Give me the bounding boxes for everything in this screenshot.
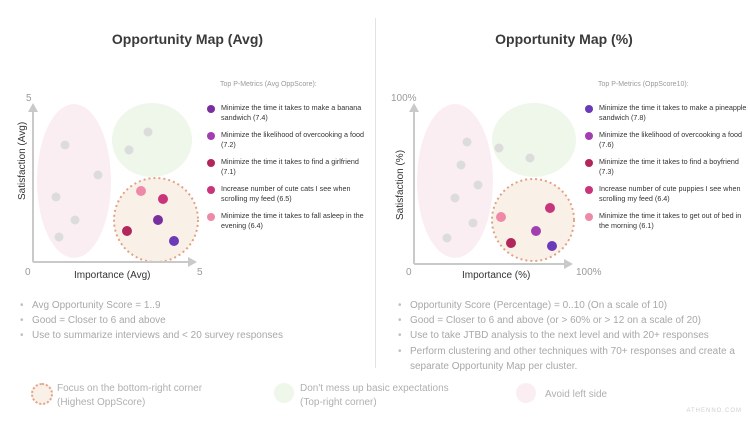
metric-item: Minimize the time it takes to find a gir… xyxy=(207,157,371,177)
metric-point xyxy=(496,212,506,222)
metric-point xyxy=(545,203,555,213)
metric-dot xyxy=(585,105,593,113)
metric-text: Minimize the time it takes to get out of… xyxy=(599,211,742,230)
metric-point xyxy=(531,226,541,236)
metric-point xyxy=(169,236,179,246)
metric-dot xyxy=(207,132,215,140)
metric-item: Minimize the likelihood of overcooking a… xyxy=(585,130,749,150)
grey-point xyxy=(124,145,134,155)
note-item: Avg Opportunity Score = 1..9 xyxy=(18,298,358,313)
y-max-label: 5 xyxy=(26,93,32,104)
y-axis-label: Satisfaction (Avg) xyxy=(17,122,28,200)
metrics-caption: Top P-Metrics (Avg OppScore): xyxy=(220,81,317,88)
metric-point xyxy=(158,194,168,204)
metric-dot xyxy=(585,186,593,194)
avoid-zone xyxy=(417,104,493,258)
metric-point xyxy=(153,215,163,225)
y-max-label: 100% xyxy=(391,93,417,104)
x-axis-arrow xyxy=(564,259,573,269)
opportunity-map-percent-plot: 100% 0 100% Importance (%) Satisfaction … xyxy=(391,93,602,281)
y-axis-arrow xyxy=(28,103,38,112)
focus-zone-swatch xyxy=(31,383,53,405)
x-axis-arrow xyxy=(188,257,197,267)
avoid-key-text: Avoid left side xyxy=(545,389,608,400)
origin-label: 0 xyxy=(406,267,412,278)
opportunity-map-percent-panel: Opportunity Map (%) 100% 0 100% Importan… xyxy=(378,0,750,380)
metric-point xyxy=(136,186,146,196)
metric-text: Minimize the time it takes to make a pin… xyxy=(599,103,747,122)
origin-label: 0 xyxy=(25,267,31,278)
expectations-key-text: Don't mess up basic expectations (Top-ri… xyxy=(300,383,449,408)
notes-list: Avg Opportunity Score = 1..9 Good = Clos… xyxy=(18,298,358,344)
note-item: Perform clustering and other techniques … xyxy=(396,344,741,374)
grey-point xyxy=(468,218,478,228)
avoid-zone xyxy=(37,104,111,258)
metric-text: Minimize the likelihood of overcooking a… xyxy=(599,130,743,149)
metric-item: Minimize the time it takes to make a ban… xyxy=(207,103,371,123)
metric-text: Minimize the time it takes to make a ban… xyxy=(221,103,362,122)
metric-dot xyxy=(585,159,593,167)
grey-point xyxy=(143,127,153,137)
x-axis-label: Importance (Avg) xyxy=(74,270,151,281)
metric-item: Minimize the likelihood of overcooking a… xyxy=(207,130,371,150)
grey-point xyxy=(93,170,103,180)
metric-item: Minimize the time it takes to get out of… xyxy=(585,211,749,231)
avoid-zone-swatch xyxy=(516,383,536,403)
grey-point xyxy=(462,137,472,147)
expectations-zone xyxy=(112,103,192,177)
metric-dot xyxy=(585,213,593,221)
opportunity-map-avg-plot: 5 0 5 Importance (Avg) Satisfaction (Avg… xyxy=(17,93,203,281)
opportunity-map-avg-panel: Opportunity Map (Avg) 5 0 5 Importance (… xyxy=(0,0,375,380)
metric-dot xyxy=(207,186,215,194)
grey-point xyxy=(525,153,535,163)
metric-item: Minimize the time it takes to make a pin… xyxy=(585,103,749,123)
metric-item: Increase number of cute puppies I see wh… xyxy=(585,184,749,204)
panel-divider xyxy=(375,18,376,368)
grey-point xyxy=(456,160,466,170)
note-item: Good = Closer to 6 and above xyxy=(18,313,358,328)
metric-text: Minimize the likelihood of overcooking a… xyxy=(221,130,365,149)
y-axis-label: Satisfaction (%) xyxy=(395,150,406,220)
metric-text: Increase number of cute cats I see when … xyxy=(221,184,351,203)
note-item: Use to summarize interviews and < 20 sur… xyxy=(18,328,358,343)
metric-item: Minimize the time it takes to find a boy… xyxy=(585,157,749,177)
grey-point xyxy=(450,193,460,203)
metric-text: Increase number of cute puppies I see wh… xyxy=(599,184,741,203)
metric-item: Minimize the time it takes to fall aslee… xyxy=(207,211,371,231)
metric-point xyxy=(547,241,557,251)
grey-point xyxy=(473,180,483,190)
watermark: ATHENNO.COM xyxy=(686,408,742,414)
panel-title: Opportunity Map (%) xyxy=(495,31,633,47)
grey-point xyxy=(60,140,70,150)
x-max-label: 100% xyxy=(576,267,602,278)
metric-text: Minimize the time it takes to find a gir… xyxy=(221,157,359,176)
metric-text: Minimize the time it takes to fall aslee… xyxy=(221,211,364,230)
metric-dot xyxy=(207,159,215,167)
grey-point xyxy=(442,233,452,243)
y-axis-arrow xyxy=(409,103,419,112)
focus-key-text: Focus on the bottom-right corner (Highes… xyxy=(57,383,203,408)
grey-point xyxy=(51,192,61,202)
x-axis-label: Importance (%) xyxy=(462,270,530,281)
note-item: Use to take JTBD analysis to the next le… xyxy=(396,328,741,343)
metrics-caption: Top P-Metrics (OppScore10): xyxy=(598,81,689,88)
grey-point xyxy=(54,232,64,242)
metric-dot xyxy=(207,105,215,113)
notes-list: Opportunity Score (Percentage) = 0..10 (… xyxy=(396,298,741,374)
panel-title: Opportunity Map (Avg) xyxy=(111,31,264,47)
metric-dot xyxy=(207,213,215,221)
metric-item: Increase number of cute cats I see when … xyxy=(207,184,371,204)
x-max-label: 5 xyxy=(197,267,203,278)
metric-point xyxy=(122,226,132,236)
metric-dot xyxy=(585,132,593,140)
expectations-zone xyxy=(492,103,576,177)
metric-text: Minimize the time it takes to find a boy… xyxy=(599,157,739,176)
metric-point xyxy=(506,238,516,248)
grey-point xyxy=(70,215,80,225)
grey-point xyxy=(494,143,504,153)
expectations-zone-swatch xyxy=(274,383,294,403)
note-item: Good = Closer to 6 and above (or > 60% o… xyxy=(396,313,741,328)
note-item: Opportunity Score (Percentage) = 0..10 (… xyxy=(396,298,741,313)
